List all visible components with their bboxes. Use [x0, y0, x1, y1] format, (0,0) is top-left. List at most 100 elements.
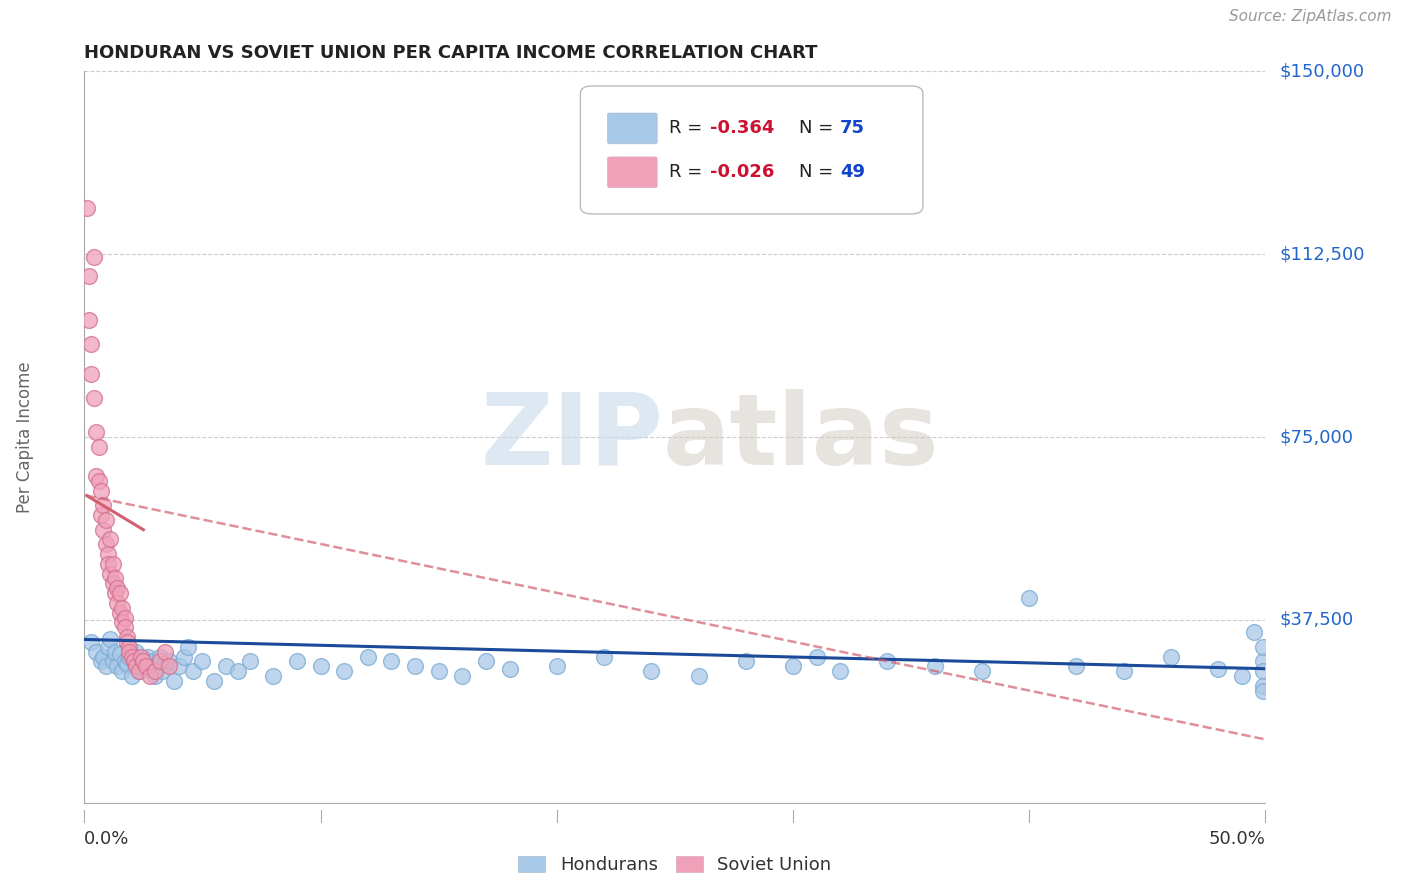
Text: $75,000: $75,000: [1279, 428, 1354, 446]
Point: [1251, 654, 1274, 668]
Point: [262, 669, 284, 683]
Text: $150,000: $150,000: [1279, 62, 1365, 80]
Point: [1230, 669, 1253, 683]
Point: [1018, 591, 1040, 605]
Point: [108, 647, 131, 661]
Point: [1251, 683, 1274, 698]
Point: [98, 566, 121, 581]
Point: [215, 659, 238, 673]
Text: N =: N =: [799, 163, 839, 181]
Text: ZIP: ZIP: [481, 389, 664, 485]
Point: [593, 649, 616, 664]
Point: [84, 425, 107, 440]
Point: [924, 659, 946, 673]
Point: [546, 659, 568, 673]
Point: [118, 649, 141, 664]
Point: [115, 657, 138, 671]
Point: [1251, 640, 1274, 654]
Point: [1251, 679, 1274, 693]
Point: [129, 659, 152, 673]
Point: [111, 615, 134, 630]
Point: [107, 581, 129, 595]
Point: [143, 669, 166, 683]
Point: [132, 652, 155, 666]
Text: R =: R =: [669, 163, 709, 181]
Point: [132, 654, 155, 668]
Point: [333, 664, 356, 678]
Point: [498, 662, 520, 676]
Point: [149, 654, 172, 668]
Point: [191, 654, 214, 668]
Point: [104, 572, 127, 586]
Point: [173, 649, 195, 664]
Point: [80, 337, 103, 351]
Point: [76, 201, 98, 215]
FancyBboxPatch shape: [607, 113, 657, 144]
Point: [1066, 659, 1088, 673]
Text: 50.0%: 50.0%: [1209, 830, 1265, 847]
Point: [427, 664, 450, 678]
Point: [122, 654, 145, 668]
Point: [97, 547, 120, 561]
Point: [357, 649, 380, 664]
Point: [970, 664, 993, 678]
Point: [80, 367, 103, 381]
Point: [94, 659, 117, 673]
Point: [97, 640, 120, 654]
Point: [104, 645, 127, 659]
Point: [136, 649, 159, 664]
Point: [239, 654, 262, 668]
Point: [139, 662, 162, 676]
Point: [87, 474, 110, 488]
Point: [128, 664, 150, 678]
Point: [129, 649, 152, 664]
Text: R =: R =: [669, 120, 709, 137]
Point: [90, 508, 112, 522]
Point: [101, 654, 124, 668]
Point: [782, 659, 804, 673]
Point: [97, 557, 120, 571]
Point: [107, 596, 129, 610]
Point: [146, 659, 169, 673]
Text: -0.026: -0.026: [710, 163, 775, 181]
Text: 49: 49: [841, 163, 865, 181]
Point: [87, 440, 110, 454]
Point: [121, 649, 143, 664]
Point: [177, 640, 200, 654]
Point: [734, 654, 756, 668]
Legend: Hondurans, Soviet Union: Hondurans, Soviet Union: [510, 849, 839, 881]
Point: [142, 654, 165, 668]
Point: [202, 673, 225, 688]
Point: [118, 645, 141, 659]
Point: [1206, 662, 1229, 676]
Point: [150, 664, 173, 678]
Text: $37,500: $37,500: [1279, 611, 1354, 629]
Point: [167, 659, 190, 673]
Point: [107, 659, 129, 673]
Point: [135, 659, 157, 673]
Point: [181, 664, 204, 678]
Point: [309, 659, 332, 673]
Point: [128, 664, 150, 678]
Point: [153, 645, 176, 659]
Text: 0.0%: 0.0%: [84, 830, 129, 847]
Point: [121, 669, 143, 683]
Text: -0.364: -0.364: [710, 120, 775, 137]
Point: [139, 669, 162, 683]
Point: [115, 635, 138, 649]
Point: [104, 586, 127, 600]
Point: [114, 610, 136, 624]
Point: [101, 557, 124, 571]
Point: [91, 523, 114, 537]
Point: [108, 586, 131, 600]
Point: [114, 654, 136, 668]
Text: 75: 75: [841, 120, 865, 137]
Point: [84, 469, 107, 483]
Point: [118, 640, 141, 654]
Point: [125, 659, 148, 673]
Text: atlas: atlas: [664, 389, 939, 485]
Point: [157, 654, 180, 668]
Point: [285, 654, 308, 668]
Point: [91, 499, 114, 513]
Point: [475, 654, 498, 668]
